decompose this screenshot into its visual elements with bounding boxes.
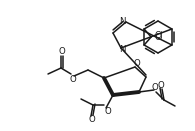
Text: N: N (119, 17, 125, 26)
Text: O: O (152, 83, 158, 92)
Text: O: O (134, 59, 140, 69)
Text: O: O (158, 81, 164, 89)
Text: O: O (59, 48, 65, 56)
Text: Cl: Cl (155, 34, 163, 42)
Text: O: O (105, 107, 111, 116)
Text: Cl: Cl (155, 31, 163, 40)
Text: O: O (70, 75, 76, 83)
Text: N: N (119, 45, 125, 54)
Text: O: O (89, 116, 95, 124)
